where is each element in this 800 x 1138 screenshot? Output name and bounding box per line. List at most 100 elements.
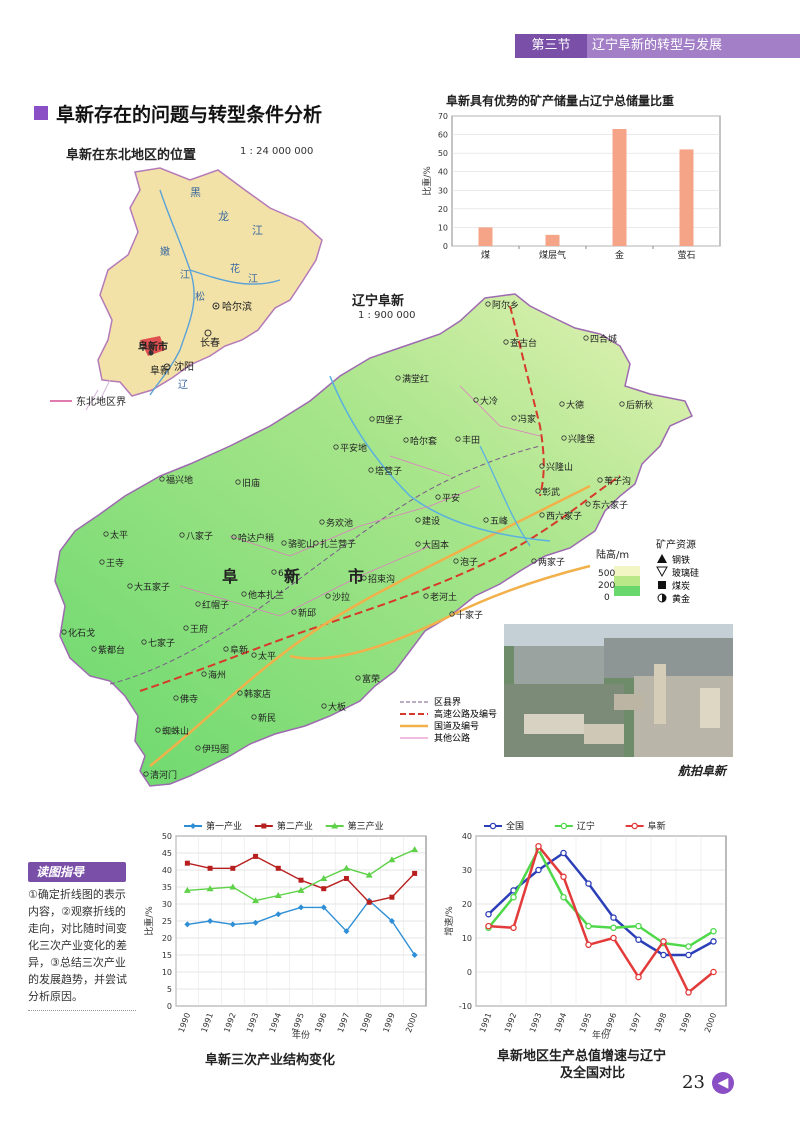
map-place-label: 阿尔乡: [492, 299, 519, 311]
data-point: [253, 853, 259, 859]
series-line: [487, 846, 715, 948]
line-xtick-label: 1999: [381, 1012, 396, 1034]
line-xtick-label: 1997: [336, 1012, 351, 1034]
legend-label: 辽宁: [577, 820, 595, 832]
data-point: [275, 865, 281, 871]
data-point: [510, 893, 517, 901]
map-place-marker: [369, 416, 375, 422]
legend-other-road: 其他公路: [434, 732, 470, 744]
data-point: [685, 951, 692, 959]
map-place-label: 化石戈: [68, 627, 95, 639]
data-point: [660, 938, 667, 945]
photo-caption: 航拍阜新: [678, 764, 727, 778]
line-xtick-label: 1994: [268, 1012, 283, 1034]
map-place-label: 清河门: [150, 769, 177, 781]
data-point: [585, 880, 592, 887]
map-place-label: 旧庙: [242, 477, 260, 489]
data-point: [610, 934, 617, 942]
map-place-label: 大板: [328, 701, 346, 713]
map-place-label: 平安地: [340, 442, 367, 454]
bar-category-label: 金: [615, 249, 624, 261]
map-place-marker: [141, 639, 147, 645]
inset-label-long: 龙: [218, 210, 229, 223]
map-place-label: 海州: [208, 669, 226, 681]
map-place-label: 平安: [442, 492, 460, 504]
next-page-icon[interactable]: ◀: [712, 1072, 734, 1094]
line-ytick-label: 15: [162, 951, 172, 960]
map-place-label: 骆驼山: [288, 538, 315, 550]
map-place-marker: [61, 629, 67, 635]
map-place-label: 大德: [566, 399, 584, 411]
line-ytick-label: 10: [462, 934, 472, 943]
inset-label-song: 松: [195, 290, 205, 303]
inset-label-liao: 辽: [178, 379, 188, 391]
main-map-scale: 1 : 900 000: [358, 310, 416, 321]
line-xtick-label: 1992: [222, 1012, 237, 1034]
map-place-label: 626: [278, 569, 295, 579]
map-place-label: 韩家店: [244, 688, 271, 700]
map-place-label: 新邱: [298, 607, 316, 619]
data-point: [229, 921, 236, 928]
line-ytick-label: 40: [162, 866, 172, 875]
data-point: [610, 914, 617, 921]
line-chart-1-title: 阜新三次产业结构变化: [205, 1053, 336, 1068]
fuxin-region-shape: [54, 293, 693, 787]
map-place-marker: [435, 494, 441, 500]
elev-tick-200: 200: [598, 581, 615, 591]
inset-label-hua: 花: [230, 262, 240, 275]
silica-icon: [656, 566, 668, 578]
map-place-label: 泡子: [460, 556, 478, 568]
line-xtick-label: 2000: [404, 1012, 419, 1034]
map-place-label: 丰田: [462, 434, 480, 446]
map-place-label: 东六家子: [592, 499, 628, 511]
data-point: [183, 886, 191, 893]
bar-ytick-label: 10: [438, 223, 448, 232]
data-point: [485, 922, 492, 930]
data-point: [485, 910, 492, 918]
inset-legend-border: 东北地区界: [76, 395, 126, 408]
data-point: [660, 951, 667, 959]
map-place-label: 两家子: [538, 556, 565, 568]
map-place-label: 苇子沟: [604, 475, 631, 487]
data-point: [297, 886, 305, 893]
mineral-legend-title: 矿产资源: [656, 538, 696, 551]
map-place-label: 兴隆堡: [568, 433, 595, 445]
map-place-label: 后新秋: [626, 399, 653, 411]
map-place-marker: [531, 558, 537, 564]
inset-label-harbin: 哈尔滨: [222, 300, 252, 313]
bar-chart-title: 阜新具有优势的矿产储量占辽宁总储量比重: [446, 94, 675, 108]
line-ylabel: 增速/%: [443, 906, 455, 936]
map-place-marker: [597, 477, 603, 483]
legend-label: 阜新: [648, 820, 666, 832]
line-ytick-label: 0: [167, 1002, 172, 1011]
map-place-marker: [455, 436, 461, 442]
map-place-label: 新民: [258, 712, 276, 724]
map-place-label: 太平: [110, 529, 128, 541]
highway: [139, 475, 621, 692]
data-point: [710, 927, 717, 935]
section-marker-icon: [34, 106, 48, 120]
aerial-photo: [504, 624, 733, 757]
map-place-label: 富荣: [362, 673, 380, 685]
map-place-label: 彰武: [542, 486, 560, 498]
guide-text: ①确定折线图的表示内容，②观察折线的走向，对比随时间变化三次产业变化的差异，③总…: [28, 888, 127, 1003]
line-xtick-label: 1994: [553, 1012, 568, 1034]
data-point: [635, 973, 642, 981]
line-xtick-label: 1997: [628, 1012, 643, 1034]
inset-label-fuxinshi: 阜新市: [138, 340, 168, 353]
industry-structure-chart: 0 5 10 15 20 25 30 35 40 45 50 1990 1991 1992 1993 1994…: [143, 820, 427, 1041]
elevation-legend-title: 陆高/m: [596, 548, 629, 561]
map-place-marker: [403, 437, 409, 443]
map-place-label: 大固本: [422, 539, 449, 551]
data-point: [321, 886, 327, 892]
line-ytick-label: -10: [459, 1002, 472, 1011]
map-place-label: 伊玛图: [202, 743, 229, 755]
data-point: [343, 876, 349, 881]
bar-category-label: 煤层气: [539, 249, 566, 261]
map-place-label: 四合城: [590, 333, 617, 345]
line-ytick-label: 25: [162, 917, 172, 926]
map-place-label: 大冷: [480, 395, 498, 407]
map-place-label: 查古台: [510, 337, 537, 349]
map-place-marker: [423, 593, 429, 599]
